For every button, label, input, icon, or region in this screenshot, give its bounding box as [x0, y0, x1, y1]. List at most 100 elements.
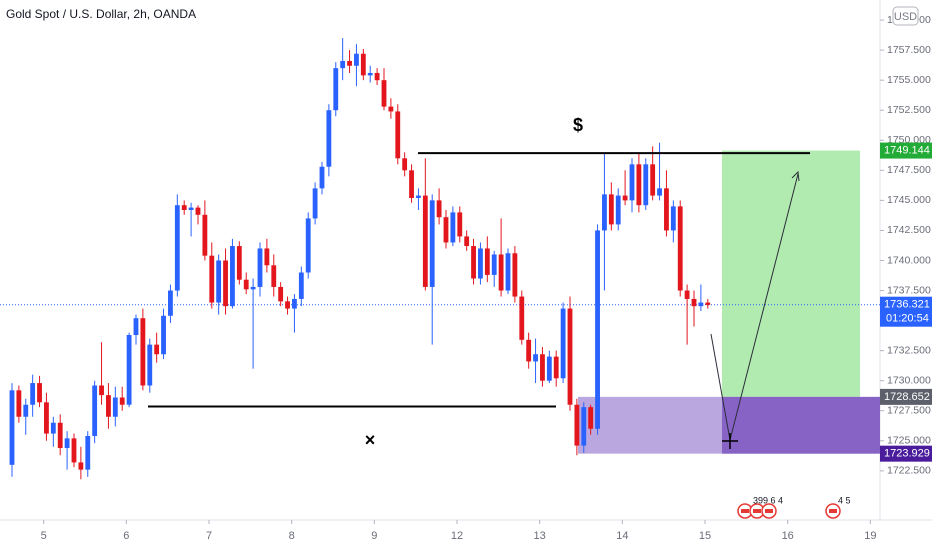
candle-body	[230, 246, 235, 307]
axes: 1722.500 1725.000 1727.500 1730.000 1732.500…	[41, 14, 932, 542]
candle-body	[443, 217, 449, 243]
candle-body	[340, 60, 346, 69]
candle-body	[161, 315, 166, 355]
candle-body	[498, 254, 504, 291]
candle-body	[464, 236, 470, 247]
candle-body	[367, 72, 373, 76]
y-tick-label: 1740.000	[887, 254, 931, 266]
price-label: 1736.321	[884, 299, 930, 311]
price-label-bg	[880, 142, 932, 159]
y-tick-label: 1737.500	[887, 284, 931, 296]
chart-title: Gold Spot / U.S. Dollar, 2h, OANDA	[6, 7, 196, 21]
y-tick-label: 1722.500	[887, 465, 931, 477]
candle-body	[236, 246, 242, 280]
currency-box[interactable]	[892, 6, 919, 26]
candle-body	[147, 344, 153, 386]
candle-body	[333, 68, 339, 111]
y-tick-label: 1747.500	[887, 164, 931, 176]
candle-body	[360, 53, 366, 76]
y-tick-label: 1752.500	[887, 104, 931, 116]
candle-body	[188, 207, 194, 210]
candle-body	[50, 422, 56, 434]
x-tick-label: 19	[864, 530, 876, 542]
candle-body	[30, 383, 36, 405]
candle-body	[650, 164, 656, 196]
candle-body	[402, 158, 408, 171]
candle-body	[264, 248, 270, 266]
candle-body	[691, 298, 697, 307]
candle-body	[670, 206, 676, 231]
y-tick-label: 1742.500	[887, 224, 931, 236]
y-tick-label: 1727.500	[887, 405, 931, 417]
candle-body	[388, 106, 394, 112]
price-label: 1749.144	[884, 144, 930, 156]
candle-body	[553, 356, 559, 379]
x-tick-label: 6	[123, 530, 129, 542]
candle-body	[505, 253, 511, 291]
candle-body	[133, 318, 139, 336]
candle-body	[250, 286, 256, 290]
candle-body	[71, 438, 77, 463]
candle-body	[657, 188, 662, 196]
candle-body	[16, 390, 22, 417]
event-count: 399 6 4	[753, 495, 783, 505]
candle-body	[643, 164, 649, 206]
candle-body	[574, 404, 580, 446]
candle-body	[684, 290, 690, 299]
x-tick-label: 12	[451, 530, 463, 542]
candle-body	[174, 205, 180, 291]
candle-body	[278, 286, 284, 302]
candle-body	[698, 302, 704, 307]
candle-body	[581, 407, 587, 446]
candle-body	[126, 335, 132, 405]
y-tick-label: 1725.000	[887, 435, 931, 447]
candle-body	[615, 195, 621, 225]
x-tick-label: 16	[782, 530, 794, 542]
y-tick-label: 1757.500	[887, 44, 931, 56]
candle-body	[705, 302, 711, 305]
currency[interactable]: USD	[894, 11, 917, 23]
price-label: 1728.652	[884, 391, 930, 403]
candle-body	[243, 279, 249, 290]
candle-body	[422, 195, 428, 287]
candle-body	[560, 308, 566, 379]
candle-body	[92, 385, 98, 436]
stop-zone-dark	[722, 396, 880, 454]
candle-body	[326, 110, 332, 167]
candle-body	[319, 166, 325, 189]
candle-body	[491, 254, 497, 275]
candle-body	[305, 218, 311, 273]
candle-body	[677, 206, 683, 291]
candle-body	[519, 296, 525, 340]
candle-body	[471, 246, 476, 279]
candle-body	[533, 354, 538, 362]
candle-body	[57, 422, 63, 448]
x-tick-label: 15	[699, 530, 711, 542]
candle-body	[409, 170, 414, 198]
y-tick-label: 1730.000	[887, 374, 931, 386]
candle-body	[168, 290, 173, 316]
x-tick-label: 13	[534, 530, 546, 542]
event-flag-stripe	[829, 509, 837, 513]
x-tick-label: 14	[616, 530, 628, 542]
candle-body	[64, 438, 70, 448]
x-tick-label: 9	[371, 530, 377, 542]
candle-body	[44, 402, 49, 434]
candle-body	[436, 200, 442, 218]
event-flag-stripe	[765, 509, 773, 513]
candle-body	[292, 298, 297, 309]
candle-body	[429, 200, 435, 287]
event-flag-stripe	[753, 509, 761, 513]
candle-body	[140, 318, 146, 386]
annotation: $	[573, 115, 583, 135]
candle-body	[9, 390, 15, 465]
candle-body	[257, 248, 263, 287]
candle-body	[567, 308, 573, 405]
candles	[9, 38, 711, 480]
candle-body	[99, 385, 104, 396]
candle-body	[588, 407, 594, 429]
y-tick-label: 1732.500	[887, 344, 931, 356]
arrow-head	[791, 170, 800, 182]
candle-body	[216, 260, 222, 303]
